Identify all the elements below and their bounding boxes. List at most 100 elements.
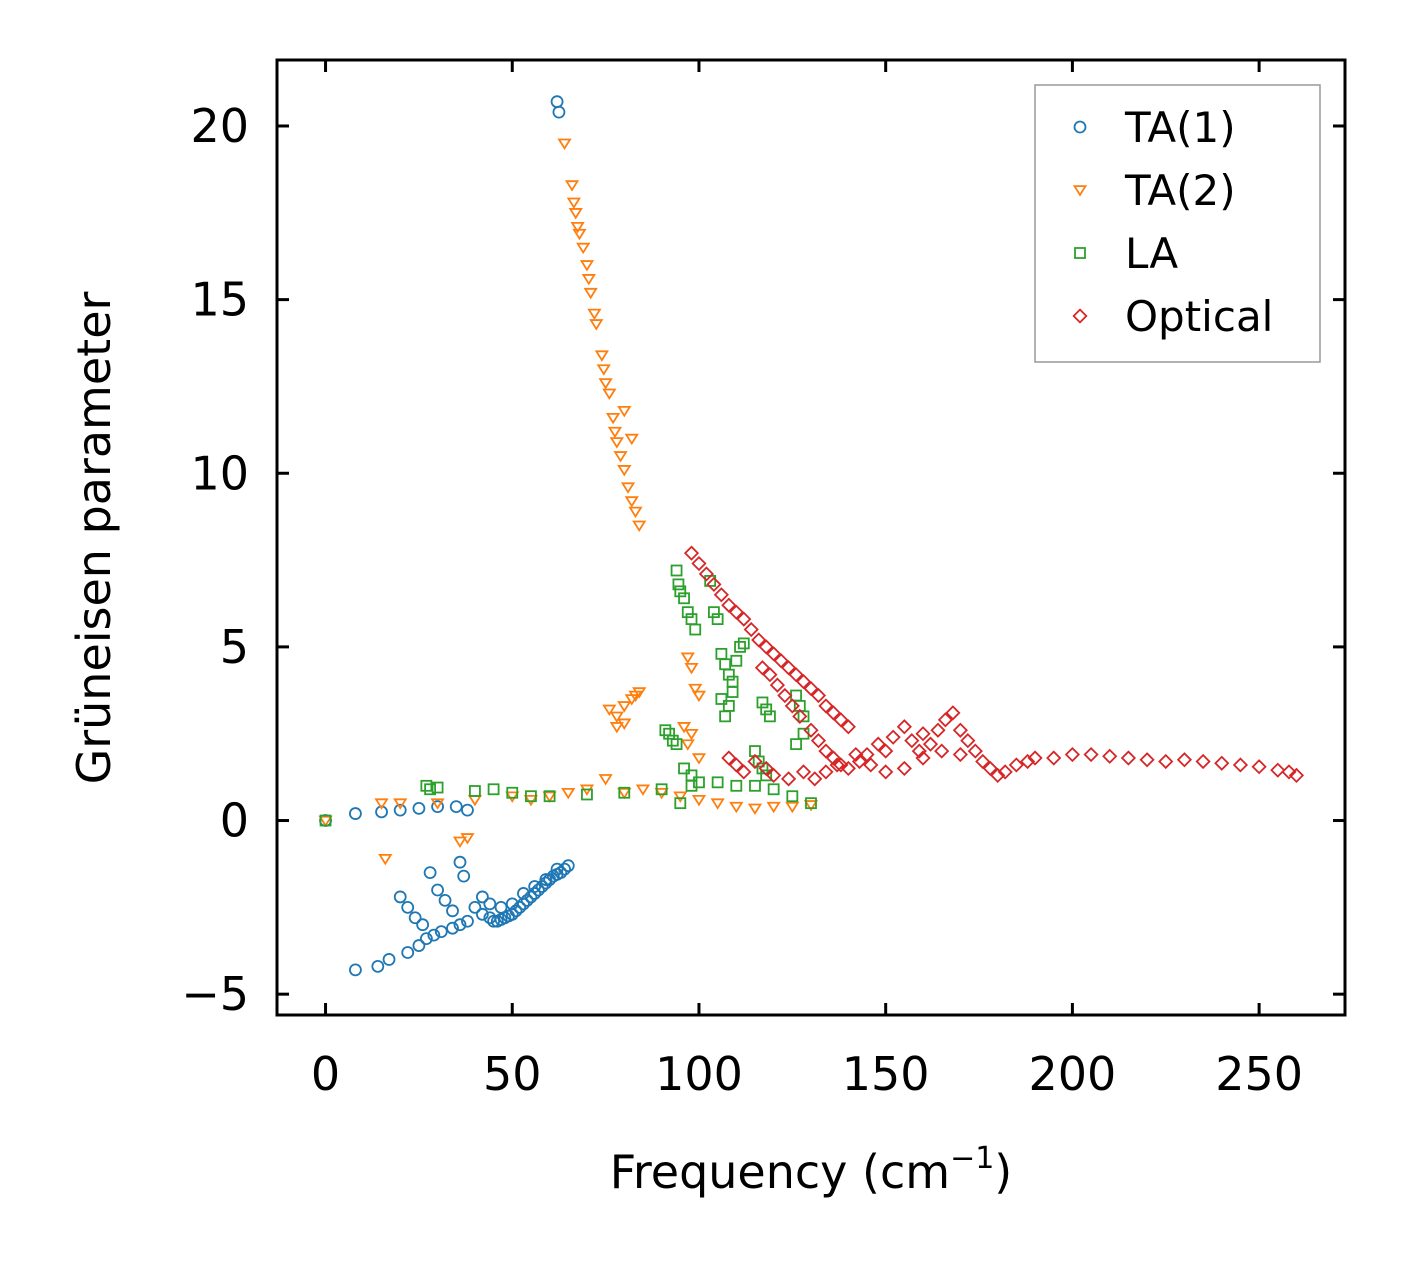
point-la (672, 578, 685, 591)
point-optical (762, 667, 778, 683)
point-optical (795, 764, 812, 780)
point-optical (829, 757, 845, 773)
point-optical (766, 767, 782, 783)
point-ta-1 (431, 800, 444, 814)
point-la (685, 769, 698, 782)
point-ta-1 (550, 862, 564, 876)
point-optical (780, 660, 797, 676)
point-la (737, 637, 750, 650)
point-ta-1 (393, 803, 407, 817)
point-la (674, 585, 687, 598)
point-ta-1 (416, 918, 430, 932)
point-optical (1027, 750, 1043, 766)
point-la (693, 776, 705, 789)
point-ta-1 (457, 869, 471, 883)
point-optical (960, 733, 976, 749)
point-la (431, 781, 444, 794)
point-ta-2 (691, 753, 707, 765)
point-ta-2 (564, 180, 580, 192)
point-optical (911, 743, 927, 759)
point-optical (788, 667, 804, 683)
point-optical (1281, 764, 1297, 780)
point-la (506, 786, 519, 799)
point-la (655, 783, 668, 796)
y-tick-label: −5 (181, 967, 249, 1021)
point-ta-2 (572, 228, 587, 241)
point-ta-1 (401, 900, 415, 914)
point-optical (885, 729, 901, 745)
point-optical (952, 746, 968, 763)
point-optical (777, 687, 793, 704)
point-la (487, 783, 500, 796)
point-ta-2 (598, 774, 613, 786)
point-ta-2 (598, 378, 613, 390)
point-optical (736, 764, 752, 780)
point-optical (859, 746, 875, 763)
point-optical (1251, 759, 1267, 775)
point-ta-1 (375, 805, 388, 819)
legend-items: TA(1) TA(2) LA Optical (1072, 103, 1273, 341)
legend-item-la: LA (1074, 229, 1178, 278)
point-ta-2 (654, 787, 669, 800)
point-la (424, 783, 437, 796)
point-ta-2 (318, 815, 333, 828)
point-ta-2 (605, 412, 621, 425)
point-la (752, 755, 765, 768)
point-optical (818, 743, 834, 759)
point-ta-1 (520, 894, 534, 907)
point-ta-2 (729, 801, 744, 814)
point-ta-1 (408, 911, 422, 925)
point-optical (878, 743, 894, 759)
legend-item-ta-2: TA(2) (1072, 166, 1236, 215)
point-optical (840, 760, 856, 777)
point-ta-1 (449, 800, 463, 814)
point-optical (937, 712, 954, 728)
point-ta-1 (539, 873, 553, 886)
legend-label-ta-2: TA(2) (1124, 166, 1236, 215)
point-optical (736, 611, 752, 627)
point-la (681, 606, 694, 619)
point-optical (803, 680, 819, 697)
point-ta-1 (349, 963, 362, 977)
point-ta-2 (710, 798, 725, 810)
point-ta-2 (576, 242, 591, 255)
point-la (749, 779, 761, 792)
point-la (767, 783, 780, 796)
point-ta-2 (676, 722, 692, 734)
point-la (618, 786, 631, 799)
point-optical (840, 719, 856, 735)
point-ta-1 (371, 959, 385, 973)
point-ta-2 (632, 687, 647, 699)
point-optical (784, 698, 800, 714)
point-ta-1 (446, 904, 459, 918)
x-tick-label: 50 (483, 1047, 542, 1101)
point-optical (1019, 753, 1036, 770)
point-la (319, 814, 332, 827)
point-ta-1 (427, 928, 441, 942)
legend-marker-ta-2 (1072, 185, 1088, 197)
point-ta-1 (349, 807, 362, 820)
x-tick-label: 150 (842, 1047, 930, 1101)
point-optical (1176, 752, 1193, 768)
x-axis-label-suffix: ) (994, 1145, 1012, 1199)
point-ta-2 (613, 451, 628, 463)
point-optical (915, 750, 931, 766)
point-la (760, 769, 773, 782)
point-ta-1 (412, 939, 426, 952)
point-ta-1 (535, 880, 549, 893)
point-optical (810, 733, 827, 749)
series-ta-2 (318, 138, 819, 866)
point-ta-2 (581, 274, 596, 286)
point-optical (915, 726, 931, 742)
point-optical (952, 722, 968, 738)
point-la (730, 654, 743, 667)
point-ta-2 (617, 405, 632, 418)
point-optical (766, 646, 782, 662)
point-optical (1288, 767, 1305, 783)
point-ta-2 (680, 652, 695, 664)
point-optical (721, 750, 737, 766)
point-la (715, 693, 728, 705)
point-ta-2 (579, 260, 595, 272)
series-optical (683, 545, 1305, 787)
point-ta-2 (673, 791, 688, 803)
